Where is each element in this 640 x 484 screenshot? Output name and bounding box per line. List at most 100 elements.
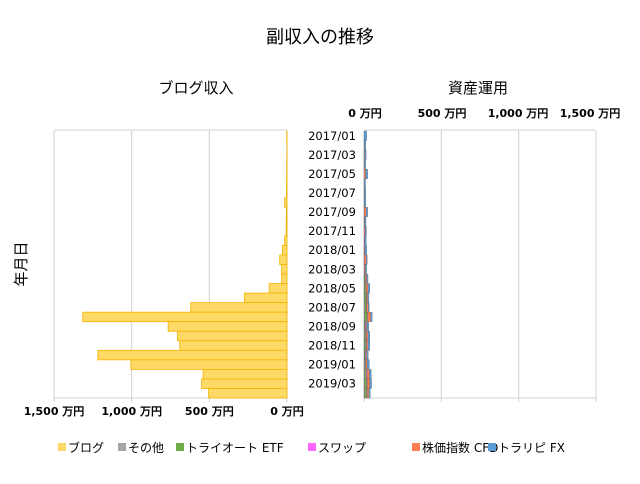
legend-label: スワップ (318, 441, 366, 455)
bar-blog (180, 341, 287, 351)
bar-blog (285, 236, 287, 246)
category-label: 2018/11 (308, 339, 356, 353)
bar-segment (364, 284, 365, 294)
category-label: 2018/09 (308, 319, 356, 333)
bar-blog (191, 303, 287, 313)
bar-segment (364, 169, 366, 179)
x-tick-label: 1,000 万円 (488, 107, 549, 120)
category-label: 2017/01 (308, 129, 356, 143)
bar-segment (365, 226, 366, 236)
category-label: 2018/03 (308, 262, 356, 276)
category-label: 2017/05 (308, 167, 356, 181)
y-axis-label: 年月日 (12, 241, 30, 286)
bar-blog (269, 284, 287, 294)
category-label: 2017/09 (308, 205, 356, 219)
bar-segment (365, 245, 367, 255)
bar-blog (282, 245, 287, 255)
bar-segment (367, 341, 368, 351)
legend-label: トラリピ FX (498, 441, 565, 455)
bar-segment (364, 198, 366, 208)
bar-blog (203, 369, 287, 379)
legend-swatch (118, 443, 126, 451)
category-label: 2017/11 (308, 224, 356, 238)
bar-segment (367, 350, 369, 360)
bar-segment (365, 236, 366, 246)
bar-blog (286, 226, 287, 236)
bar-segment (364, 131, 367, 141)
bar-segment (364, 331, 365, 341)
bar-blog (282, 265, 287, 275)
bar-segment (364, 179, 365, 189)
bar-segment (370, 379, 372, 389)
category-label: 2019/01 (308, 358, 356, 372)
bar-segment (365, 379, 367, 389)
bar-blog (286, 207, 287, 217)
x-tick-label: 1,500 万円 (24, 405, 85, 418)
x-tick-label: 500 万円 (418, 107, 467, 120)
legend-swatch (412, 443, 420, 451)
bar-blog (98, 350, 287, 360)
bar-blog (282, 274, 287, 284)
bar-segment (364, 141, 366, 151)
bar-segment (365, 265, 366, 275)
bar-segment (366, 284, 368, 294)
legend-swatch (176, 443, 184, 451)
legend-label: ブログ (68, 440, 104, 455)
bar-segment (364, 255, 366, 265)
bar-blog (202, 379, 287, 389)
legend-swatch (488, 443, 496, 451)
bar-segment (364, 188, 365, 198)
bar-blog (286, 188, 287, 198)
legend-label: 株価指数 CFD (422, 440, 498, 455)
category-label: 2018/01 (308, 243, 356, 257)
bar-segment (368, 331, 370, 341)
bar-segment (368, 312, 371, 322)
bar-segment (367, 274, 368, 284)
bar-blog (209, 388, 287, 398)
bar-blog (177, 331, 287, 341)
bar-segment (365, 312, 367, 322)
bar-segment (364, 207, 366, 217)
bar-blog (244, 293, 287, 303)
bar-blog (131, 360, 287, 370)
bar-blog (280, 255, 287, 265)
bar-segment (365, 150, 367, 160)
bar-segment (367, 360, 369, 370)
legend-label: その他 (128, 441, 164, 455)
bar-segment (364, 160, 365, 170)
bar-segment (371, 312, 373, 322)
bar-segment (367, 369, 369, 379)
bar-segment (365, 303, 367, 313)
bar-segment (364, 293, 366, 303)
bar-blog (285, 198, 287, 208)
bar-blog (286, 217, 287, 227)
bar-segment (367, 303, 369, 313)
bar-segment (366, 169, 368, 179)
bar-segment (364, 341, 366, 351)
bar-segment (366, 331, 368, 341)
bar-segment (366, 274, 367, 284)
x-tick-label: 0 万円 (348, 107, 381, 120)
category-label: 2017/07 (308, 186, 356, 200)
bar-segment (366, 255, 367, 265)
category-label: 2019/03 (308, 377, 356, 391)
bar-segment (368, 303, 369, 313)
category-label: 2018/07 (308, 300, 356, 314)
bar-segment (366, 360, 367, 370)
category-label: 2017/03 (308, 148, 356, 162)
bar-segment (367, 379, 369, 389)
bar-segment (368, 293, 369, 303)
bar-segment (365, 388, 367, 398)
bar-segment (369, 388, 370, 398)
legend-swatch (308, 443, 316, 451)
bar-segment (368, 284, 370, 294)
right-panel-title: 資産運用 (448, 79, 508, 97)
category-labels: 2017/01 2017/03 2017/05 2017/07 2017/09 2017/… (308, 129, 356, 391)
bar-blog (168, 322, 287, 332)
bar-segment (367, 388, 369, 398)
legend-swatch (58, 443, 66, 451)
